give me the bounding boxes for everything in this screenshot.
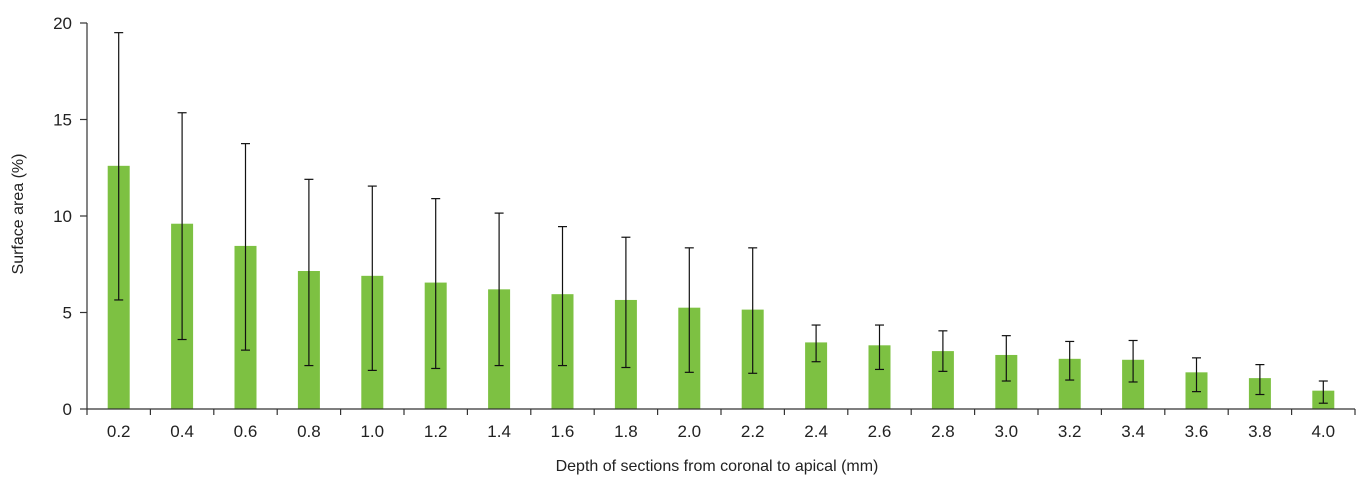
y-axis-title: Surface area (%) [10, 154, 27, 275]
x-tick-label: 1.0 [360, 422, 384, 441]
x-tick-label: 4.0 [1311, 422, 1335, 441]
x-tick-label: 1.8 [614, 422, 638, 441]
bar [995, 354, 1018, 409]
y-tick-label: 0 [63, 400, 72, 419]
bar [805, 342, 828, 409]
x-tick-label: 1.2 [424, 422, 448, 441]
chart-marks [107, 32, 1335, 409]
x-tick-label: 0.8 [297, 422, 321, 441]
y-tick-label: 20 [53, 14, 72, 33]
x-tick-label: 0.6 [234, 422, 258, 441]
x-tick-label: 3.4 [1121, 422, 1145, 441]
y-tick-label: 5 [63, 304, 72, 323]
x-tick-label: 3.6 [1185, 422, 1209, 441]
y-tick-label: 10 [53, 207, 72, 226]
x-tick-label: 2.0 [677, 422, 701, 441]
x-axis-title: Depth of sections from coronal to apical… [556, 458, 879, 475]
bar [1058, 358, 1081, 409]
x-tick-label: 3.0 [994, 422, 1018, 441]
bar [868, 345, 891, 409]
x-tick-label: 0.4 [170, 422, 194, 441]
x-tick-label: 2.8 [931, 422, 955, 441]
bar [931, 351, 954, 409]
x-tick-label: 1.6 [551, 422, 575, 441]
bar [1122, 359, 1145, 409]
x-tick-label: 2.6 [868, 422, 892, 441]
x-tick-label: 3.2 [1058, 422, 1082, 441]
y-tick-label: 15 [53, 111, 72, 130]
x-tick-label: 3.8 [1248, 422, 1272, 441]
x-tick-label: 2.4 [804, 422, 828, 441]
x-tick-label: 0.2 [107, 422, 131, 441]
x-tick-label: 1.4 [487, 422, 511, 441]
chart-axes: 0 5 10 15 20 0.2 0.4 0.6 0.8 1.0 1.2 1.4 1.6 1.8 2.0 2.… [53, 14, 1356, 441]
x-tick-label: 2.2 [741, 422, 765, 441]
